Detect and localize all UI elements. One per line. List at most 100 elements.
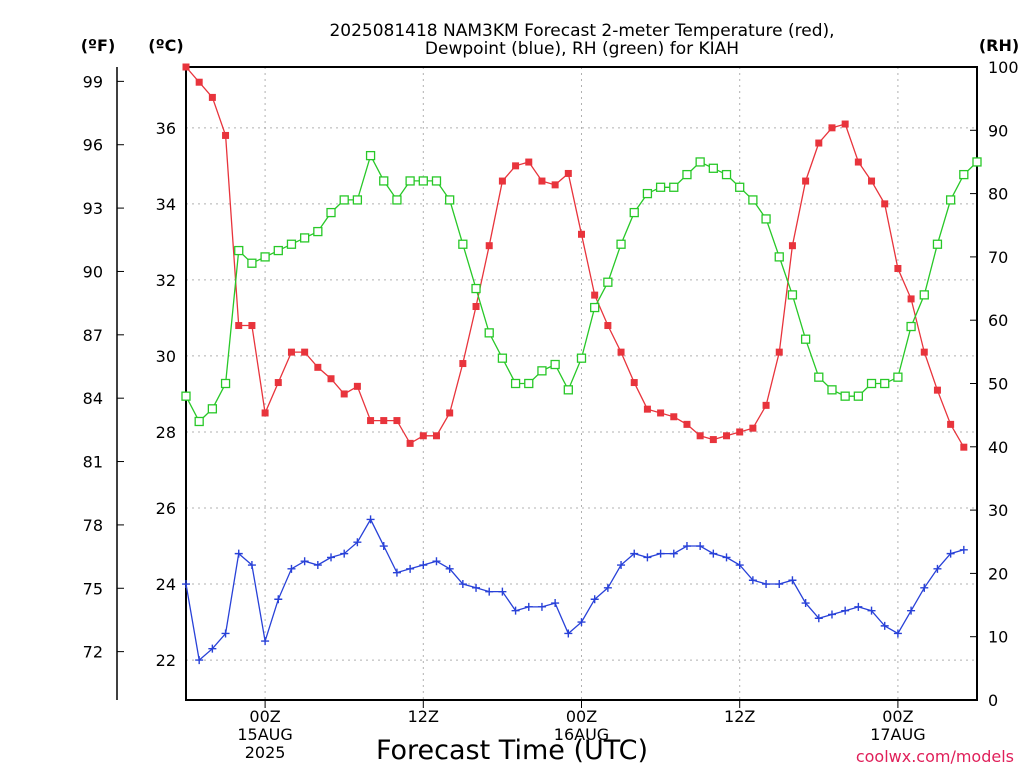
temperature-point xyxy=(287,348,295,356)
dewpoint-point xyxy=(287,564,296,573)
dewpoint-point xyxy=(432,557,441,566)
temperature-point xyxy=(512,162,520,170)
temperature-point xyxy=(472,303,480,311)
dewpoint-point xyxy=(445,564,454,573)
temperature-point xyxy=(723,432,731,440)
temperature-point xyxy=(802,177,810,185)
rh-point xyxy=(774,252,784,262)
temperature-point xyxy=(446,409,454,417)
dewpoint-point xyxy=(458,580,467,589)
fahrenheit-tick-label: 90 xyxy=(83,262,103,281)
x-tick-label: 17AUG xyxy=(870,725,925,744)
rh-point xyxy=(721,169,732,180)
rh-point xyxy=(866,378,877,389)
fahrenheit-tick-label: 78 xyxy=(83,516,103,535)
dewpoint-line xyxy=(185,518,964,662)
rh-point xyxy=(932,239,943,249)
dewpoint-point xyxy=(577,618,586,627)
temperature-point xyxy=(854,158,862,166)
temperature-point xyxy=(222,131,230,139)
celsius-tick-label: 22 xyxy=(156,651,176,670)
temperature-point xyxy=(432,432,440,440)
dewpoint-point xyxy=(208,644,217,653)
dewpoint-point xyxy=(827,610,836,619)
dewpoint-point xyxy=(669,549,678,558)
temperature-point xyxy=(182,63,190,71)
rh-point xyxy=(181,391,191,401)
rh-point xyxy=(220,378,231,389)
dewpoint-point xyxy=(880,621,889,630)
rh-point xyxy=(207,404,218,414)
rh-point xyxy=(234,245,244,256)
dewpoint-point xyxy=(814,614,823,623)
celsius-tick-label: 28 xyxy=(156,423,176,442)
rh-point xyxy=(814,372,824,382)
rh-tick-label: 0 xyxy=(988,691,998,710)
rh-point xyxy=(339,195,349,205)
dewpoint-point xyxy=(182,580,190,589)
dewpoint-point xyxy=(485,587,494,596)
temperature-point xyxy=(485,242,493,250)
temperature-point xyxy=(340,390,348,398)
rh-point xyxy=(299,233,310,243)
rh-point xyxy=(405,176,415,186)
dewpoint-point xyxy=(762,580,771,589)
temperature-point xyxy=(564,169,572,177)
fahrenheit-tick-label: 84 xyxy=(83,389,103,408)
dewpoint-point xyxy=(617,561,626,570)
celsius-tick-label: 30 xyxy=(156,347,176,366)
dewpoint-point xyxy=(511,606,520,615)
rh-point xyxy=(576,353,587,363)
series-dewpoint xyxy=(182,515,968,665)
temperature-point xyxy=(393,417,401,425)
rh-tick-label: 60 xyxy=(988,311,1008,330)
temperature-point xyxy=(868,177,876,185)
dewpoint-point xyxy=(247,561,256,570)
celsius-tick-label: 26 xyxy=(156,499,176,518)
dewpoint-point xyxy=(590,595,599,604)
dewpoint-point xyxy=(801,599,810,608)
temperature-point xyxy=(406,439,414,447)
chart-title-line-2: Dewpoint (blue), RH (green) for KIAH xyxy=(425,39,739,59)
rh-tick-label: 90 xyxy=(988,121,1008,140)
temperature-point xyxy=(551,181,559,189)
rh-point xyxy=(616,239,626,249)
temperature-point xyxy=(498,177,506,185)
series-temperature xyxy=(182,63,968,451)
celsius-tick-label: 32 xyxy=(156,271,176,290)
rh-point xyxy=(972,157,982,167)
temperature-point xyxy=(670,413,678,421)
temperature-point xyxy=(683,420,691,428)
temperature-point xyxy=(736,428,744,436)
dewpoint-point xyxy=(933,564,942,573)
dewpoint-point xyxy=(867,606,876,615)
rh-point xyxy=(959,169,969,180)
rh-point xyxy=(471,283,481,294)
rh-point xyxy=(484,328,494,338)
temperature-point xyxy=(907,295,915,303)
x-tick-label: 16AUG xyxy=(554,725,609,744)
temperature-point xyxy=(643,405,651,413)
temperature-point xyxy=(235,322,243,330)
dewpoint-point xyxy=(946,549,955,558)
dewpoint-point xyxy=(340,549,349,558)
dewpoint-point xyxy=(379,542,388,551)
rh-point xyxy=(431,176,442,186)
rh-point xyxy=(497,353,508,363)
dewpoint-point xyxy=(656,549,665,558)
dewpoint-point xyxy=(274,595,283,604)
temperature-point xyxy=(709,436,717,444)
rh-point xyxy=(735,182,745,192)
rh-point xyxy=(313,226,323,237)
dewpoint-point xyxy=(392,568,401,577)
temperature-point xyxy=(920,348,928,356)
temperature-point xyxy=(327,375,335,383)
temperature-point xyxy=(657,409,665,417)
rh-point xyxy=(510,378,521,389)
dewpoint-point xyxy=(537,602,546,611)
x-tick-label: 2025 xyxy=(245,743,286,762)
chart-title-line-1: 2025081418 NAM3KM Forecast 2-meter Tempe… xyxy=(329,21,834,41)
rh-point xyxy=(365,150,376,161)
celsius-tick-label: 34 xyxy=(156,195,176,214)
temperature-point xyxy=(947,420,955,428)
